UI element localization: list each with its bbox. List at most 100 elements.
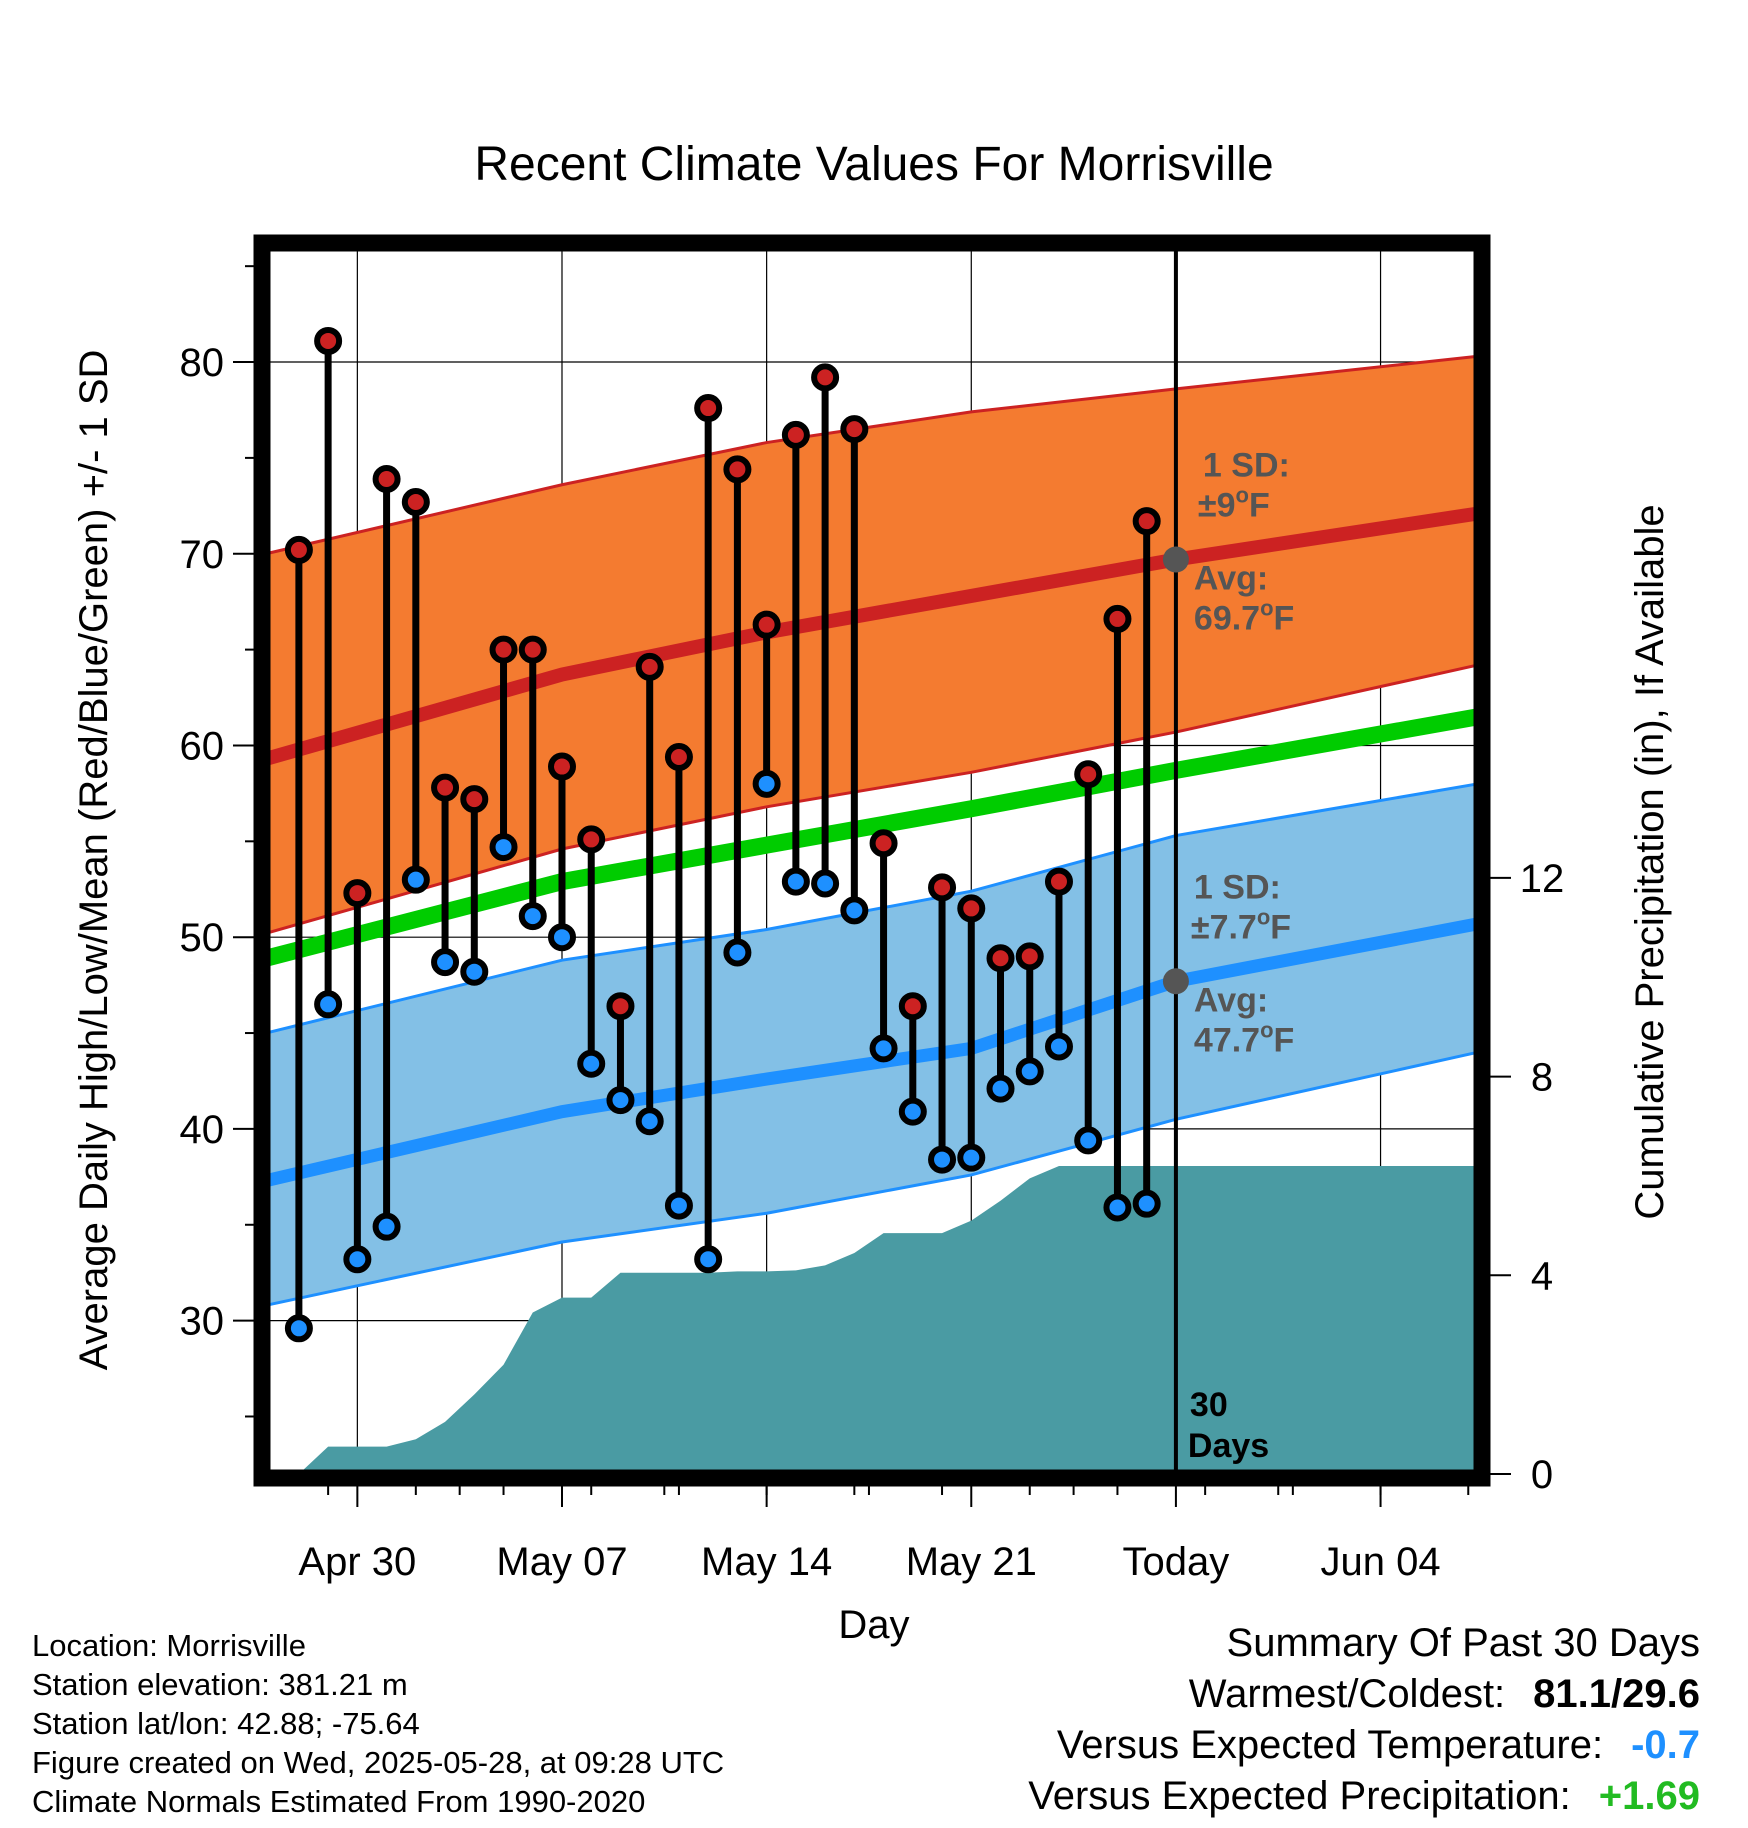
location-text: Location: Morrisville bbox=[32, 1628, 306, 1663]
daily-bars-group bbox=[284, 326, 1161, 1343]
warmest-value: 81.1/29.6 bbox=[1533, 1672, 1700, 1716]
summary-temp-row: Versus Expected Temperature: -0.7 bbox=[1028, 1720, 1700, 1771]
created-text: Figure created on Wed, 2025-05-28, at 09… bbox=[32, 1745, 725, 1780]
y-right-axis-label: Cumulative Precipitation (in), If Availa… bbox=[1628, 504, 1672, 1219]
daily-high-point bbox=[460, 785, 489, 814]
y-right-tick-label: 0 bbox=[1531, 1453, 1553, 1497]
daily-low-point bbox=[1103, 1193, 1132, 1222]
daily-high-point bbox=[1074, 760, 1103, 789]
daily-high-point bbox=[781, 420, 810, 449]
x-tick-label: May 21 bbox=[906, 1540, 1037, 1584]
daily-low-point bbox=[811, 869, 840, 898]
daily-high-point bbox=[752, 610, 781, 639]
temp-anomaly-label: Versus Expected Temperature: bbox=[1056, 1723, 1604, 1767]
high-sd-label: 1 SD: bbox=[1203, 447, 1290, 485]
x-tick-label: Today bbox=[1123, 1540, 1230, 1584]
y-left-tick-label: 40 bbox=[180, 1108, 225, 1152]
daily-low-point bbox=[898, 1097, 927, 1126]
plot-frame bbox=[253, 234, 1491, 1487]
precip-anomaly-label: Versus Expected Precipitation: bbox=[1028, 1774, 1571, 1818]
daily-high-point bbox=[401, 487, 430, 516]
daily-high-point bbox=[284, 535, 313, 564]
mean-temp-line bbox=[263, 708, 1480, 967]
daily-low-point bbox=[1074, 1126, 1103, 1155]
x-tick-label: May 07 bbox=[496, 1540, 627, 1584]
daily-high-point bbox=[547, 752, 576, 781]
daily-low-point bbox=[635, 1107, 664, 1136]
daily-high-point bbox=[928, 873, 957, 902]
high-avg-marker bbox=[1162, 546, 1189, 573]
today-days-label: Days bbox=[1188, 1427, 1269, 1465]
x-tick-label: Apr 30 bbox=[298, 1540, 416, 1584]
daily-high-point bbox=[343, 879, 372, 908]
daily-low-point bbox=[694, 1245, 723, 1274]
y-left-tick-label: 50 bbox=[180, 916, 225, 960]
temp-anomaly-value: -0.7 bbox=[1631, 1723, 1700, 1767]
y-right-tick-label: 4 bbox=[1531, 1254, 1553, 1298]
warmest-label: Warmest/Coldest: bbox=[1188, 1672, 1506, 1716]
daily-high-point bbox=[1044, 867, 1073, 896]
y-left-tick-label: 80 bbox=[180, 341, 225, 385]
daily-high-point bbox=[372, 464, 401, 493]
daily-low-point bbox=[986, 1074, 1015, 1103]
high-avg-value: 69.7oF bbox=[1194, 596, 1294, 638]
y-left-axis-label: Average Daily High/Low/Mean (Red/Blue/Gr… bbox=[72, 350, 116, 1371]
daily-low-point bbox=[723, 938, 752, 967]
summary-heading: Summary Of Past 30 Days bbox=[1226, 1621, 1700, 1665]
daily-high-point bbox=[986, 944, 1015, 973]
summary-warmest-row: Warmest/Coldest: 81.1/29.6 bbox=[1028, 1669, 1700, 1720]
daily-low-point bbox=[840, 896, 869, 925]
daily-high-point bbox=[1132, 507, 1161, 536]
low-mean-line bbox=[264, 917, 1480, 1188]
daily-low-point bbox=[284, 1314, 313, 1343]
y-left-tick-label: 30 bbox=[180, 1300, 225, 1344]
low-avg-label: Avg: bbox=[1194, 981, 1268, 1019]
daily-low-point bbox=[752, 769, 781, 798]
y-right-tick-label: 12 bbox=[1520, 857, 1565, 901]
low-sd-value: ±7.7oF bbox=[1191, 904, 1291, 946]
daily-low-point bbox=[1015, 1057, 1044, 1086]
precip-area-group bbox=[298, 1166, 1478, 1474]
daily-low-point bbox=[869, 1034, 898, 1063]
daily-high-point bbox=[957, 894, 986, 923]
daily-high-point bbox=[694, 394, 723, 423]
daily-high-point bbox=[664, 742, 693, 771]
latlon-text: Station lat/lon: 42.88; -75.64 bbox=[32, 1706, 420, 1741]
daily-low-point bbox=[343, 1245, 372, 1274]
low-sd-band-upper-edge bbox=[265, 782, 1479, 1035]
daily-high-point bbox=[840, 415, 869, 444]
y-left-tick-label: 70 bbox=[180, 533, 225, 577]
x-tick-label: May 14 bbox=[701, 1540, 832, 1584]
plot-border bbox=[253, 234, 1491, 1487]
low-avg-marker bbox=[1162, 968, 1189, 995]
daily-high-point bbox=[869, 829, 898, 858]
daily-low-point bbox=[664, 1191, 693, 1220]
low-sd-label: 1 SD: bbox=[1194, 868, 1281, 906]
high-sd-value: ±9oF bbox=[1198, 483, 1270, 525]
elevation-text: Station elevation: 381.21 m bbox=[32, 1667, 408, 1702]
x-tick-label: Jun 04 bbox=[1320, 1540, 1440, 1584]
daily-low-point bbox=[431, 948, 460, 977]
x-axis-label: Day bbox=[838, 1603, 909, 1647]
daily-low-point bbox=[781, 867, 810, 896]
summary-panel: Summary Of Past 30 Days Warmest/Coldest:… bbox=[1028, 1618, 1700, 1822]
daily-low-point bbox=[460, 957, 489, 986]
low-sd-band-lower-edge bbox=[265, 1050, 1479, 1307]
daily-high-point bbox=[723, 455, 752, 484]
high-sd-band-lower-edge bbox=[265, 663, 1479, 935]
daily-low-point bbox=[547, 923, 576, 952]
daily-high-point bbox=[1015, 942, 1044, 971]
daily-low-point bbox=[489, 833, 518, 862]
daily-high-point bbox=[489, 635, 518, 664]
precip-anomaly-value: +1.69 bbox=[1598, 1774, 1700, 1818]
daily-low-point bbox=[1044, 1032, 1073, 1061]
daily-high-point bbox=[898, 992, 927, 1021]
axes-group: 30 40 50 60 70 80 0 4 8 12 Apr 30 May 07 May 14 May 2… bbox=[72, 265, 1672, 1647]
today-days-number: 30 bbox=[1190, 1386, 1228, 1424]
daily-low-point bbox=[518, 902, 547, 931]
daily-high-point bbox=[518, 635, 547, 664]
daily-low-point bbox=[928, 1145, 957, 1174]
chart-title: Recent Climate Values For Morrisville bbox=[474, 138, 1273, 191]
daily-high-point bbox=[635, 652, 664, 681]
daily-low-point bbox=[577, 1049, 606, 1078]
